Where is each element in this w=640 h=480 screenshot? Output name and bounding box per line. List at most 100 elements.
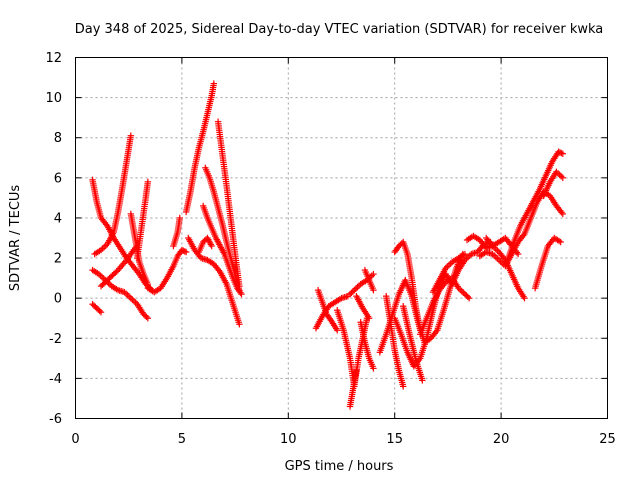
data-point xyxy=(419,377,426,384)
y-tick-label: 10 xyxy=(45,91,62,106)
y-tick-label: 2 xyxy=(54,252,62,267)
series-arc-32 xyxy=(476,188,567,270)
series-arc-6 xyxy=(127,210,152,288)
data-point xyxy=(445,261,453,269)
y-tick-label: 12 xyxy=(45,51,62,66)
x-tick-label: 15 xyxy=(386,432,403,447)
data-point xyxy=(370,286,377,294)
data-point xyxy=(210,80,218,87)
y-tick-label: -4 xyxy=(49,372,62,387)
data-point xyxy=(180,247,187,254)
x-tick-label: 5 xyxy=(178,432,186,447)
data-point xyxy=(353,367,360,374)
data-points xyxy=(89,80,567,410)
series-arc-34 xyxy=(504,148,567,264)
series-arc-26 xyxy=(391,238,424,334)
data-point xyxy=(370,365,377,372)
data-point xyxy=(465,294,473,302)
data-point xyxy=(182,248,190,256)
series-arc-17 xyxy=(314,286,341,334)
series-arc-19 xyxy=(346,367,360,410)
series-arc-2 xyxy=(91,132,135,258)
data-point xyxy=(127,132,135,139)
series-arc-29 xyxy=(417,274,473,338)
series-arc-33 xyxy=(483,234,528,302)
data-point xyxy=(464,293,471,301)
data-point xyxy=(349,288,357,295)
data-point xyxy=(559,210,567,218)
y-axis-label: SDTVAR / TECUs xyxy=(8,185,23,292)
series-arc-7 xyxy=(134,178,152,262)
data-point xyxy=(556,171,563,179)
series-arc-23 xyxy=(361,266,377,294)
data-point xyxy=(178,246,186,254)
data-point xyxy=(101,243,108,251)
series-arc-30 xyxy=(429,250,469,296)
data-point xyxy=(144,178,152,186)
series-arc-10 xyxy=(182,80,218,216)
data-point xyxy=(458,287,465,295)
series-arc-35 xyxy=(531,234,564,292)
data-point xyxy=(144,315,152,322)
data-point xyxy=(236,321,243,328)
series-arc-15 xyxy=(195,234,215,256)
grid-lines xyxy=(75,57,608,419)
data-point xyxy=(558,149,565,157)
data-point xyxy=(555,148,562,155)
data-point xyxy=(492,253,499,261)
data-point xyxy=(143,313,150,321)
data-point xyxy=(127,294,135,302)
series-arc-8 xyxy=(144,246,190,296)
y-tick-label: 0 xyxy=(54,292,62,307)
series-arc-27 xyxy=(400,302,426,384)
series-arc-36 xyxy=(540,168,567,200)
data-point xyxy=(461,250,469,258)
series-arc-25 xyxy=(382,292,407,390)
data-point xyxy=(494,247,501,254)
data-point xyxy=(126,293,133,300)
data-point xyxy=(521,294,528,302)
data-point xyxy=(557,238,564,246)
series-arc-11 xyxy=(185,234,243,328)
data-point xyxy=(460,289,467,296)
series-arc-22 xyxy=(353,292,373,322)
x-tick-label: 10 xyxy=(280,432,297,447)
y-tick-label: 6 xyxy=(54,171,62,186)
data-point xyxy=(352,285,360,292)
axis-ticks: 0 5 10 15 20 25 -6 -4 -2 0 2 4 6 8 10 12 xyxy=(45,51,615,447)
data-point xyxy=(97,309,105,316)
y-tick-label: 8 xyxy=(54,131,62,146)
data-point xyxy=(236,282,243,290)
x-axis-label: GPS time / hours xyxy=(285,459,394,474)
series-arc-14 xyxy=(214,118,243,290)
data-point xyxy=(208,242,215,250)
data-point xyxy=(121,288,128,296)
data-point xyxy=(334,327,341,334)
series-arc-4 xyxy=(89,300,105,316)
series-arc-21 xyxy=(357,319,377,372)
data-point xyxy=(130,297,138,305)
data-point xyxy=(98,273,106,281)
y-tick-label: -6 xyxy=(49,412,62,427)
data-point xyxy=(514,250,522,258)
data-point xyxy=(354,283,361,291)
y-tick-label: -2 xyxy=(49,332,62,347)
data-point xyxy=(181,248,188,255)
data-point xyxy=(238,290,245,298)
x-tick-label: 0 xyxy=(71,432,79,447)
data-point xyxy=(96,307,103,315)
data-point xyxy=(129,296,136,303)
data-point xyxy=(176,214,183,222)
data-point xyxy=(365,315,373,322)
data-point xyxy=(124,291,131,299)
series-arc-5 xyxy=(97,244,139,290)
data-point xyxy=(489,250,496,258)
data-point xyxy=(559,174,567,182)
x-tick-label: 25 xyxy=(599,432,616,447)
data-point xyxy=(113,268,120,275)
x-tick-label: 20 xyxy=(493,432,510,447)
series-arc-9 xyxy=(170,214,183,250)
data-point xyxy=(559,150,567,157)
data-point xyxy=(400,383,407,390)
